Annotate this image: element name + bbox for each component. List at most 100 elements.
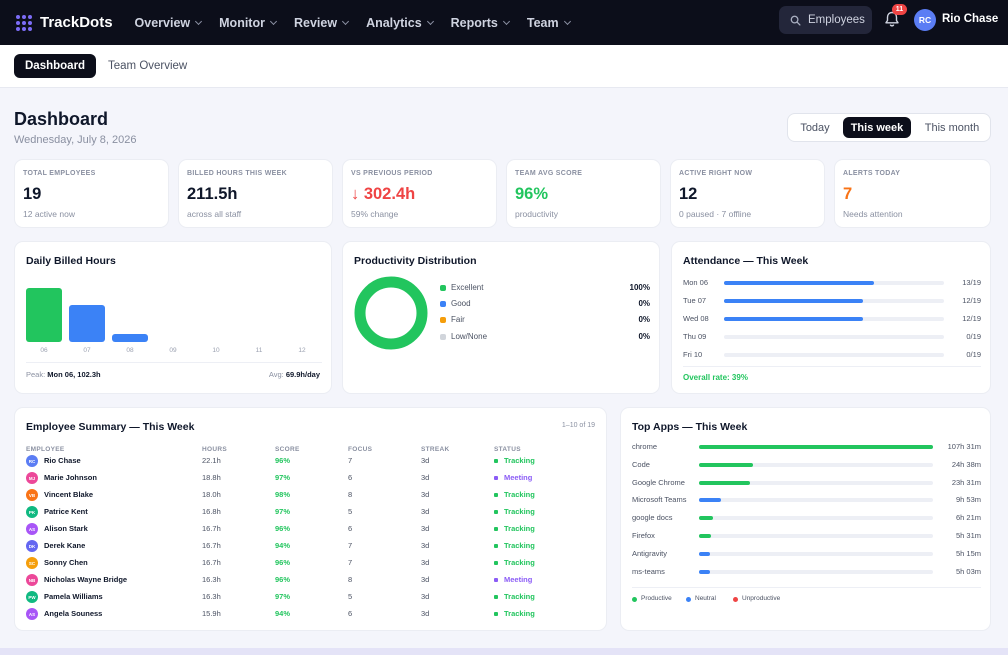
kpi-value: ↓ 302.4h [351, 185, 416, 203]
nav-item-reports[interactable]: Reports [450, 15, 510, 30]
app-bar-fill [699, 445, 933, 449]
employee-name: Derek Kane [44, 541, 86, 550]
employee-score: 97% [275, 473, 291, 482]
column-header: STREAK [421, 446, 450, 453]
user-name[interactable]: Rio Chase [942, 13, 999, 25]
x-tick-label: 12 [298, 347, 306, 354]
employee-status: Tracking [504, 541, 535, 550]
kpi-card-alerts-today: ALERTS TODAY 7 Needs attention [834, 159, 991, 228]
kpi-card-vs-previous: VS PREVIOUS PERIOD ↓ 302.4h 59% change [342, 159, 497, 228]
top-navbar: TrackDots Overview Monitor Review Analyt… [0, 0, 1008, 45]
nav-item-team[interactable]: Team [527, 16, 571, 30]
legend-value: 0% [638, 299, 650, 308]
table-row[interactable]: DK Derek Kane 16.7h 94% 7 3d Tracking [15, 538, 607, 555]
table-row[interactable]: AS Alison Stark 16.7h 96% 6 3d Tracking [15, 521, 607, 538]
table-row[interactable]: PK Patrice Kent 16.8h 97% 5 3d Tracking [15, 504, 607, 521]
nav-item-overview[interactable]: Overview [134, 15, 203, 30]
kpi-subtext: 59% change [351, 209, 399, 219]
legend-label: Fair [451, 315, 465, 324]
daily-billed-hours-card: Daily Billed Hours 06 07 08 09 10 11 12 Peak: … [14, 241, 332, 394]
nav-item-analytics[interactable]: Analytics [366, 16, 434, 30]
legend-swatch [440, 301, 446, 307]
employee-focus: 8 [348, 575, 353, 584]
legend-label: Good [451, 299, 471, 308]
column-header: FOCUS [348, 446, 373, 453]
kpi-label: ALERTS TODAY [843, 170, 901, 177]
employee-avatar: RC [26, 455, 38, 467]
app-bar-fill [699, 551, 711, 556]
app-logo[interactable]: TrackDots [16, 14, 113, 31]
employee-streak: 3d [421, 473, 430, 482]
status-dot [494, 544, 498, 548]
tab-team-overview[interactable]: Team Overview [108, 60, 188, 72]
card-title: Employee Summary — This Week [26, 421, 195, 433]
app-time: 6h 21m [955, 513, 981, 523]
legend-value: 0% [638, 315, 650, 324]
attendance-bar-fill [724, 281, 875, 285]
employee-score: 97% [275, 507, 291, 516]
nav-label: Reports [450, 15, 498, 30]
employee-avatar: NB [26, 574, 38, 586]
kpi-value: 19 [23, 185, 42, 203]
app-bar-fill [699, 462, 753, 467]
nav-item-monitor[interactable]: Monitor [219, 15, 278, 30]
employee-score: 96% [275, 558, 291, 567]
status-dot [494, 578, 498, 582]
app-bar-fill [699, 534, 711, 538]
column-header: HOURS [202, 446, 227, 453]
tab-dashboard[interactable]: Dashboard [14, 54, 97, 78]
table-row[interactable]: SC Sonny Chen 16.7h 96% 7 3d Tracking [15, 555, 607, 572]
app-bar-track [699, 480, 933, 485]
attendance-day-value: 0/19 [966, 332, 981, 341]
attendance-day-label: Tue 07 [683, 296, 707, 305]
range-this-week-button[interactable]: This week [843, 117, 911, 138]
employee-avatar: PK [26, 506, 38, 518]
top-apps-card: Top Apps — This Week chrome 107h 31m Code 2… [620, 407, 991, 631]
kpi-value: 12 [679, 185, 698, 203]
kpi-card-billed-hours: BILLED HOURS THIS WEEK 211.5h across all… [178, 159, 333, 228]
attendance-day-value: 13/19 [962, 278, 981, 287]
table-row[interactable]: NB Nicholas Wayne Bridge 16.3h 96% 8 3d Meetin… [15, 572, 607, 589]
employee-avatar: AS [26, 523, 38, 535]
app-bar-track [699, 498, 933, 503]
table-row[interactable]: AS Angela Souness 15.9h 94% 6 3d Tracking [15, 606, 607, 623]
employee-name: Nicholas Wayne Bridge [44, 575, 128, 584]
employee-focus: 7 [348, 456, 353, 465]
nav-item-review[interactable]: Review [294, 16, 350, 30]
range-today-button[interactable]: Today [800, 121, 830, 134]
card-title: Top Apps — This Week [632, 421, 748, 433]
legend-value: 100% [629, 283, 650, 292]
table-row[interactable]: PW Pamela Williams 16.3h 97% 5 3d Tracking [15, 589, 607, 606]
employee-streak: 3d [421, 558, 430, 567]
user-avatar[interactable]: RC [914, 9, 936, 31]
pagination-range: 1–10 of 19 [561, 422, 595, 429]
range-this-month-button[interactable]: This month [924, 121, 980, 134]
app-name: chrome [632, 442, 658, 451]
kpi-subtext: productivity [515, 209, 558, 219]
app-time: 107h 31m [947, 442, 981, 451]
employee-search-button[interactable]: Employees [779, 6, 872, 34]
table-row[interactable]: MJ Marie Johnson 18.8h 97% 6 3d Meeting [15, 470, 607, 487]
employee-streak: 3d [421, 609, 430, 618]
nav-label: Overview [134, 15, 191, 30]
app-bar-track [699, 445, 933, 449]
employee-hours: 16.3h [202, 575, 221, 584]
employee-score: 96% [275, 456, 291, 465]
page-bottom-edge [0, 648, 1008, 655]
notification-count-badge: 11 [892, 4, 907, 15]
employee-name: Marie Johnson [44, 473, 97, 482]
table-row[interactable]: VB Vincent Blake 18.0h 98% 8 3d Tracking [15, 487, 607, 504]
x-tick-label: 08 [126, 347, 134, 354]
employee-score: 96% [275, 524, 291, 533]
employee-avatar: VB [26, 489, 38, 501]
nav-label: Monitor [219, 15, 265, 30]
app-time: 24h 38m [951, 459, 981, 469]
employee-status: Meeting [504, 575, 533, 584]
legend-label: Neutral [695, 595, 716, 602]
app-bar-fill [699, 480, 751, 485]
peak-summary: Peak: Mon 06, 102.3h [26, 370, 101, 379]
table-row[interactable]: RC Rio Chase 22.1h 96% 7 3d Tracking [15, 453, 607, 470]
attendance-day-value: 12/19 [962, 314, 981, 323]
bar-06 [26, 288, 62, 342]
page-date: Wednesday, July 8, 2026 [14, 134, 137, 146]
